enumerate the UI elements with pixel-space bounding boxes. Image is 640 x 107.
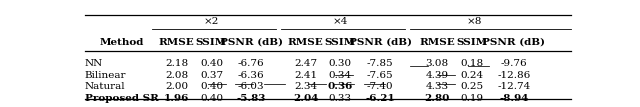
Text: 0.30: 0.30 [329,59,352,68]
Text: 0.40: 0.40 [200,94,223,103]
Text: 3.08: 3.08 [426,59,449,68]
Text: -7.85: -7.85 [367,59,394,68]
Text: RMSE: RMSE [159,38,195,47]
Text: Proposed SR: Proposed SR [85,94,159,103]
Text: 4.39: 4.39 [426,71,449,80]
Text: 0.25: 0.25 [460,82,483,91]
Text: RMSE: RMSE [419,38,455,47]
Text: 2.00: 2.00 [165,82,188,91]
Text: Method: Method [100,38,145,47]
Text: 2.08: 2.08 [165,71,188,80]
Text: PSNR (dB): PSNR (dB) [483,38,545,47]
Text: 2.04: 2.04 [293,94,318,103]
Text: -6.36: -6.36 [238,71,264,80]
Text: -7.40: -7.40 [367,82,394,91]
Text: Bilinear: Bilinear [85,71,127,80]
Text: -6.03: -6.03 [238,82,264,91]
Text: 2.18: 2.18 [165,59,188,68]
Text: ×2: ×2 [204,17,219,26]
Text: -6.21: -6.21 [365,94,395,103]
Text: 0.19: 0.19 [460,94,483,103]
Text: 0.33: 0.33 [329,94,352,103]
Text: Natural: Natural [85,82,125,91]
Text: 2.41: 2.41 [294,71,317,80]
Text: -9.76: -9.76 [500,59,527,68]
Text: 0.40: 0.40 [200,82,223,91]
Text: 0.18: 0.18 [460,59,483,68]
Text: ×8: ×8 [467,17,482,26]
Text: SSIM: SSIM [456,38,488,47]
Text: SSIM: SSIM [324,38,356,47]
Text: -6.76: -6.76 [238,59,264,68]
Text: -5.83: -5.83 [236,94,266,103]
Text: 0.24: 0.24 [460,71,483,80]
Text: SSIM: SSIM [196,38,227,47]
Text: 0.40: 0.40 [200,59,223,68]
Text: RMSE: RMSE [288,38,324,47]
Text: 0.34: 0.34 [329,71,352,80]
Text: ×4: ×4 [333,17,348,26]
Text: 2.80: 2.80 [424,94,450,103]
Text: 2.47: 2.47 [294,59,317,68]
Text: -8.94: -8.94 [499,94,529,103]
Text: 2.34: 2.34 [294,82,317,91]
Text: PSNR (dB): PSNR (dB) [349,38,412,47]
Text: 0.36: 0.36 [328,82,353,91]
Text: NN: NN [85,59,103,68]
Text: PSNR (dB): PSNR (dB) [220,38,283,47]
Text: 4.33: 4.33 [426,82,449,91]
Text: -7.65: -7.65 [367,71,394,80]
Text: 0.37: 0.37 [200,71,223,80]
Text: -12.74: -12.74 [497,82,531,91]
Text: 1.96: 1.96 [164,94,189,103]
Text: -12.86: -12.86 [497,71,531,80]
